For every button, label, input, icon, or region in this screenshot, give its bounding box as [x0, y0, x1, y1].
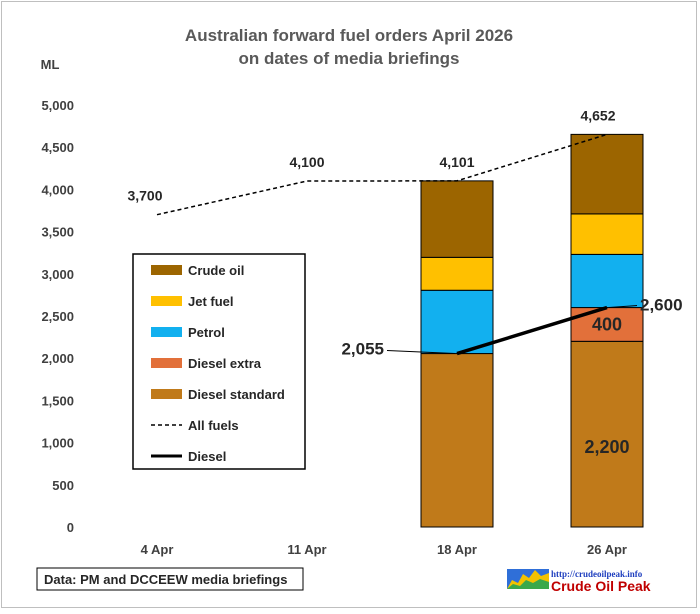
diesel-line — [456, 305, 608, 356]
legend-swatch — [151, 327, 182, 337]
legend-label: Jet fuel — [188, 294, 234, 309]
diesel-leader-line — [386, 350, 456, 355]
bar-segment — [570, 213, 644, 255]
bar-segment — [420, 289, 494, 355]
all-fuels-value-label: 4,652 — [580, 107, 615, 123]
brand-logo: http://crudeoilpeak.info Crude Oil Peak — [507, 569, 651, 594]
source-box — [36, 567, 304, 591]
all-fuels-value-label: 4,101 — [439, 154, 474, 170]
chart-title-line-2: on dates of media briefings — [238, 49, 459, 68]
x-tick-label: 18 Apr — [437, 542, 477, 557]
bar-value-label: 400 — [592, 314, 622, 334]
y-tick-label: 4,500 — [41, 140, 74, 155]
legend-label: Diesel — [188, 449, 226, 464]
bars-group — [420, 133, 644, 528]
legend-swatch — [151, 296, 182, 306]
y-axis: 0 500 1,000 1,500 2,000 2,500 3,000 3,500 4,000 4… — [41, 98, 74, 535]
legend-swatch — [151, 265, 182, 275]
y-tick-label: 3,000 — [41, 267, 74, 282]
y-tick-label: 2,500 — [41, 309, 74, 324]
bar-value-label: 2,200 — [584, 437, 629, 457]
legend-label: All fuels — [188, 418, 239, 433]
legend-label: Petrol — [188, 325, 225, 340]
legend-swatch — [151, 389, 182, 399]
y-tick-label: 1,000 — [41, 436, 74, 451]
diesel-value-label: 2,055 — [341, 340, 384, 359]
chart-title-line-1: Australian forward fuel orders April 202… — [185, 26, 513, 45]
diesel-value-label: 2,600 — [640, 296, 683, 315]
bar-segment — [420, 180, 494, 258]
legend: Crude oil Jet fuel Petrol Diesel extra Diese… — [132, 253, 306, 470]
brand-url: http://crudeoilpeak.info — [551, 569, 643, 579]
y-tick-label: 2,000 — [41, 351, 74, 366]
data-labels-group: 2,200 400 3,700 4,100 4,101 4,652 2,055 2,600 — [127, 107, 682, 457]
y-tick-label: 0 — [67, 520, 74, 535]
all-fuels-value-label: 4,100 — [289, 154, 324, 170]
y-tick-label: 4,000 — [41, 182, 74, 197]
legend-label: Diesel standard — [188, 387, 285, 402]
brand-name: Crude Oil Peak — [551, 578, 651, 594]
x-tick-label: 26 Apr — [587, 542, 627, 557]
brand-logo-wave-2 — [507, 579, 549, 589]
lines-group — [156, 133, 608, 356]
bar-segment — [420, 256, 494, 291]
y-tick-label: 5,000 — [41, 98, 74, 113]
source-note: Data: PM and DCCEEW media briefings — [44, 572, 287, 587]
bar-segment — [570, 133, 644, 215]
legend-swatch — [151, 358, 182, 368]
bar-segment — [420, 353, 494, 528]
y-tick-label: 500 — [52, 478, 74, 493]
bar-segment — [570, 253, 644, 309]
all-fuels-value-label: 3,700 — [127, 188, 162, 204]
diesel-leader-line — [608, 305, 638, 309]
x-tick-label: 4 Apr — [141, 542, 174, 557]
x-tick-label: 11 Apr — [287, 542, 326, 557]
legend-label: Crude oil — [188, 263, 244, 278]
bar-segment — [570, 340, 644, 528]
all-fuels-line — [156, 133, 608, 216]
x-axis: 4 Apr 11 Apr 18 Apr 26 Apr — [141, 542, 627, 557]
y-tick-label: 1,500 — [41, 393, 74, 408]
legend-label: Diesel extra — [188, 356, 262, 371]
y-tick-label: 3,500 — [41, 225, 74, 240]
y-axis-unit-label: ML — [41, 57, 60, 72]
